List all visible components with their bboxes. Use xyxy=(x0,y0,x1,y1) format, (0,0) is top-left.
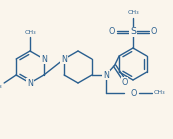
Text: O: O xyxy=(121,78,128,87)
Text: O: O xyxy=(131,89,137,97)
Text: O: O xyxy=(109,28,115,37)
Text: N: N xyxy=(103,70,109,80)
Text: CH₃: CH₃ xyxy=(24,29,36,34)
Text: N: N xyxy=(61,54,67,64)
Text: CH₃: CH₃ xyxy=(0,84,2,89)
Text: N: N xyxy=(27,79,33,87)
Text: CH₃: CH₃ xyxy=(127,11,139,16)
Text: CH₃: CH₃ xyxy=(154,90,166,95)
Text: S: S xyxy=(130,28,136,37)
Text: O: O xyxy=(151,28,157,37)
Text: N: N xyxy=(41,54,47,64)
